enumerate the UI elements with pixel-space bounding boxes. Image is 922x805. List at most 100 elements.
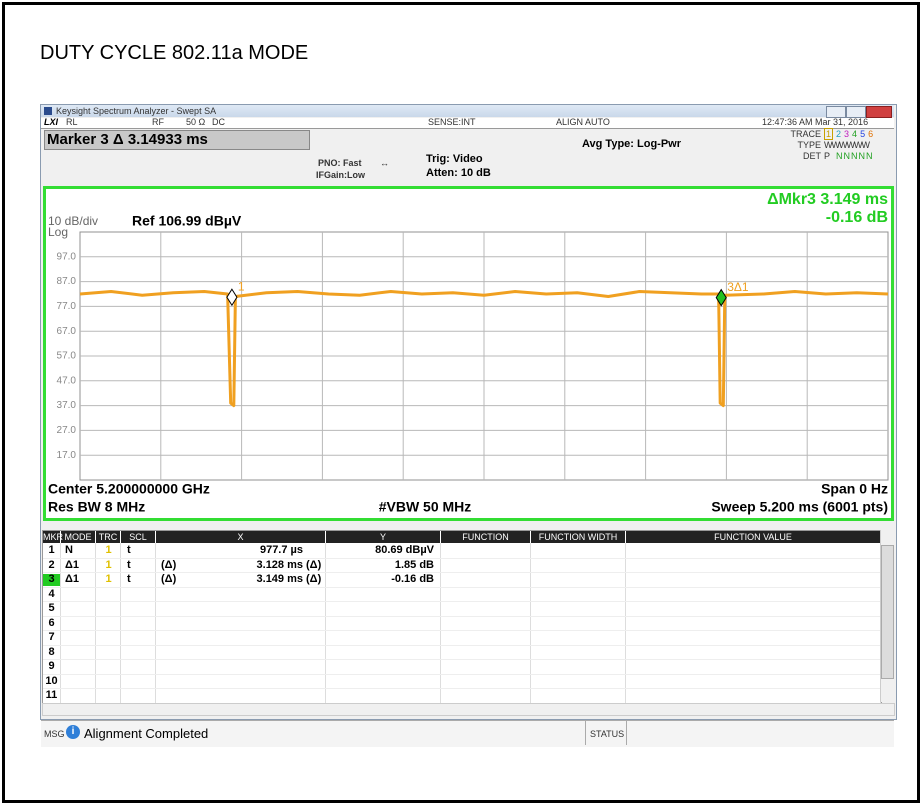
det-first: P — [824, 151, 831, 161]
trace-label: TRACE — [790, 129, 821, 139]
delta-marker: ΔMkr3 3.149 ms — [767, 191, 888, 208]
minimize-button[interactable] — [826, 106, 846, 118]
status-divider — [585, 721, 627, 745]
type-value: WWWWWW — [824, 140, 870, 150]
impedance: 50 Ω — [186, 117, 206, 127]
cell-x: 977.7 µs — [259, 544, 303, 556]
title-bar — [41, 105, 894, 117]
cell-y: 80.69 dBµV — [375, 544, 434, 556]
column-header: FUNCTION — [441, 531, 531, 543]
trace-number: 6 — [868, 129, 874, 139]
cell-mkr: 2 — [48, 558, 55, 571]
marker-table: MKR MODE TRC SCL X Y FUNCTION FUNCTION WIDTH FUN… — [42, 530, 882, 704]
plot-frame — [43, 186, 894, 521]
cell-mkr: 6 — [48, 616, 55, 629]
atten: Atten: 10 dB — [426, 167, 491, 179]
row-line — [43, 615, 881, 617]
marker-label: 1 — [238, 279, 245, 293]
column-line — [440, 543, 441, 703]
row-line — [43, 673, 881, 675]
cell-trc: 1 — [105, 558, 112, 571]
cell-mkr: 7 — [48, 631, 55, 643]
column-line — [95, 543, 96, 703]
arrow-icon: ↔ — [380, 158, 389, 168]
sweep: Sweep 5.200 ms (6001 pts) — [711, 499, 888, 515]
cell-mode: Δ1 — [65, 573, 80, 585]
center-freq: Center 5.200000000 GHz — [48, 481, 210, 497]
horizontal-scrollbar[interactable] — [42, 703, 895, 716]
cell-mkr: 5 — [48, 602, 55, 614]
trace — [79, 290, 889, 408]
trig: Trig: Video — [426, 153, 483, 165]
trace-number: 2 — [836, 129, 842, 139]
msg-label: MSG — [44, 729, 65, 739]
y-tick-label: 77.0 — [57, 301, 77, 312]
column-line — [325, 543, 326, 703]
column-header: X — [156, 531, 326, 543]
trace-number: 3 — [844, 129, 850, 139]
cell-mkr: 10 — [45, 674, 58, 687]
avg-type: Avg Type: Log-Pwr — [582, 138, 681, 150]
cell-scl: t — [127, 573, 131, 585]
trace-number: 4 — [852, 129, 858, 139]
column-header: SCL — [121, 531, 156, 543]
cell-x: 3.128 ms — [256, 558, 303, 571]
cell-scl: t — [127, 544, 131, 556]
cell-mkr: 3 — [48, 573, 55, 585]
cell-x: 3.149 ms — [256, 573, 303, 585]
row-line — [43, 572, 881, 573]
info-icon: i — [66, 725, 80, 739]
logo: LXI — [44, 117, 59, 127]
cell-x-mode: (Δ) — [161, 573, 177, 585]
cell-trc: 1 — [105, 544, 112, 556]
scroll-thumb[interactable] — [881, 545, 894, 679]
marker — [715, 288, 727, 307]
y-tick-label: 67.0 — [57, 326, 77, 337]
coupling: DC — [212, 117, 225, 127]
column-header: Y — [326, 531, 441, 543]
marker-label: 3Δ1 — [727, 280, 749, 294]
column-line — [625, 543, 626, 703]
row-line — [43, 601, 881, 602]
span: Span 0 Hz — [821, 481, 888, 497]
pno: PNO: Fast — [318, 158, 362, 168]
status-row — [41, 118, 894, 129]
column-header: MKR — [43, 531, 63, 543]
column-header: FUNCTION VALUE — [626, 531, 881, 543]
trace-number: 5 — [860, 129, 866, 139]
page-title: DUTY CYCLE 802.11a MODE — [40, 42, 309, 64]
column-line — [60, 543, 61, 703]
cell-mode: Δ1 — [65, 558, 80, 571]
delta-value: -0.16 dB — [826, 209, 888, 226]
active-marker: Marker 3 Δ 3.14933 ms — [44, 130, 310, 150]
y-tick-label: 47.0 — [57, 375, 77, 386]
close-button[interactable] — [866, 106, 892, 118]
cell-mkr: 11 — [45, 689, 58, 701]
rbw: Res BW 8 MHz — [48, 499, 145, 515]
maximize-button[interactable] — [846, 106, 866, 118]
y-tick-label: 97.0 — [57, 251, 77, 262]
cell-y-mode: (Δ) — [306, 558, 322, 571]
cell-mkr: 9 — [48, 660, 55, 672]
clock: 12:47:36 AM Mar 31, 2016 — [762, 117, 869, 127]
row-line — [43, 644, 881, 646]
scale-type: Log — [48, 225, 68, 239]
rf: RF — [152, 117, 164, 127]
marker — [226, 288, 238, 307]
cell-mkr: 8 — [48, 645, 55, 658]
cell-mkr: 4 — [48, 587, 55, 600]
table-header — [43, 531, 881, 543]
cell-y: 1.85 dB — [394, 558, 434, 571]
y-tick-label: 37.0 — [57, 400, 77, 411]
plot: 10 dB/div Log Ref 106.99 dBµV ΔMkr3 3.14… — [43, 186, 894, 521]
y-tick-label: 17.0 — [57, 450, 77, 461]
window-title: Keysight Spectrum Analyzer - Swept SA — [56, 106, 217, 116]
y-tick-label: 57.0 — [57, 351, 77, 362]
cell-y-mode: (Δ) — [306, 573, 322, 585]
status-message: Alignment Completed — [84, 726, 209, 741]
column-line — [120, 543, 121, 703]
y-tick-label: 27.0 — [57, 425, 77, 436]
ifgain: IFGain:Low — [316, 170, 365, 180]
det-rest: NNNNN — [836, 151, 874, 161]
row-line — [43, 630, 881, 631]
